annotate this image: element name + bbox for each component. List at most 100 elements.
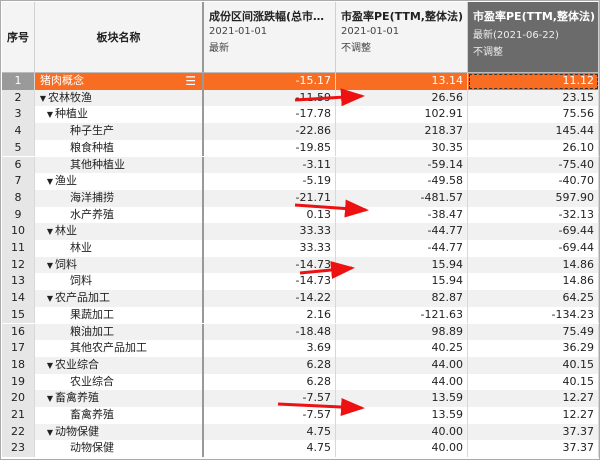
row-name-cell[interactable]: 其他种植业 [35,156,204,174]
table-row[interactable]: 11 林业 33.33 -44.77 -69.44 [2,240,599,257]
table-row[interactable]: 6 其他种植业 -3.11 -59.14 -75.40 [2,156,599,174]
row-pe-2021: -38.47 [336,206,468,224]
table-row[interactable]: 17 其他农产品加工 3.69 40.25 36.29 [2,340,599,357]
table-row[interactable]: 14 ▼ 农产品加工 -14.22 82.87 64.25 [2,290,599,307]
row-pe-2021: 26.56 [336,89,468,107]
row-name: 粮食种植 [70,140,114,154]
row-pe-2021: 15.94 [336,256,468,274]
expand-triangle-icon[interactable]: ▼ [39,93,47,103]
row-change: 6.28 [204,373,336,391]
row-change: 33.33 [204,240,336,257]
header-pe-2021[interactable]: 市盈率PE(TTM,整体法) 2021-01-01 不调整 [336,2,468,73]
header-change[interactable]: 成份区间涨跌幅(总市… 2021-01-01 最新 [204,2,336,73]
row-seq: 6 [2,156,35,174]
header-seq[interactable]: 序号 [2,2,35,73]
row-name-cell[interactable]: ▼ 种植业 [35,106,204,124]
expand-triangle-icon[interactable]: ▼ [46,294,54,304]
row-name-cell[interactable]: 水产养殖 [35,206,204,224]
row-pe-2021: 44.00 [336,356,468,374]
row-name-cell[interactable]: 果蔬加工 [35,306,204,324]
table-row[interactable]: 22 ▼ 动物保健 4.75 40.00 37.37 [2,423,599,441]
row-change: -22.86 [204,123,336,140]
table-row[interactable]: 2 ▼ 农林牧渔 -11.59 26.56 23.15 [2,89,599,107]
row-name-cell[interactable]: ▼ 饲料 [35,256,204,274]
row-pe-latest: 12.27 [468,407,599,424]
table-row[interactable]: 21 畜禽养殖 -7.57 13.59 12.27 [2,407,599,424]
header-pe-2021-sub: 不调整 [341,43,371,54]
expand-triangle-icon[interactable]: ▼ [46,260,54,270]
table-row[interactable]: 4 种子生产 -22.86 218.37 145.44 [2,123,599,140]
table-row[interactable]: 9 水产养殖 0.13 -38.47 -32.13 [2,206,599,224]
table-row[interactable]: 13 饲料 -14.73 15.94 14.86 [2,273,599,291]
row-pe-2021: -44.77 [336,223,468,240]
row-name-cell[interactable]: 猪肉概念 ☰ [35,73,204,90]
row-pe-latest: 40.15 [468,373,599,391]
table-row[interactable]: 20 ▼ 畜禽养殖 -7.57 13.59 12.27 [2,390,599,407]
row-change: -7.57 [204,407,336,424]
table-row[interactable]: 3 ▼ 种植业 -17.78 102.91 75.56 [2,106,599,124]
row-pe-latest: 12.27 [468,390,599,407]
row-name-cell[interactable]: 动物保健 [35,440,204,458]
expand-triangle-icon[interactable]: ▼ [46,227,54,237]
row-name-cell[interactable]: ▼ 动物保健 [35,423,204,441]
row-change: 0.13 [204,206,336,224]
table-row[interactable]: 16 粮油加工 -18.48 98.89 75.49 [2,323,599,341]
row-name-cell[interactable]: 林业 [35,240,204,257]
table-row[interactable]: 5 粮食种植 -19.85 30.35 26.10 [2,139,599,157]
row-seq: 13 [2,273,35,291]
table-row[interactable]: 18 ▼ 农业综合 6.28 44.00 40.15 [2,356,599,374]
expand-triangle-icon[interactable]: ▼ [46,177,54,187]
table-row[interactable]: 12 ▼ 饲料 -14.73 15.94 14.86 [2,256,599,274]
row-pe-latest: -32.13 [468,206,599,224]
expand-triangle-icon[interactable]: ▼ [46,394,54,404]
row-name-cell[interactable]: ▼ 农产品加工 [35,290,204,307]
table-row[interactable]: 10 ▼ 林业 33.33 -44.77 -69.44 [2,223,599,240]
row-seq: 2 [2,89,35,107]
table-row[interactable]: 8 海洋捕捞 -21.71 -481.57 597.90 [2,189,599,207]
row-pe-latest: 14.86 [468,256,599,274]
row-pe-latest: 75.49 [468,323,599,341]
expand-triangle-icon[interactable]: ▼ [46,360,54,370]
expand-triangle-icon[interactable]: ▼ [46,110,54,120]
row-name-cell[interactable]: ▼ 农业综合 [35,356,204,374]
row-pe-latest: 37.37 [468,440,599,458]
row-name-cell[interactable]: 饲料 [35,273,204,291]
row-name-cell[interactable]: 海洋捕捞 [35,189,204,207]
header-pe-latest-date: 最新(2021-06-22) [473,30,559,41]
table-row[interactable]: 19 农业综合 6.28 44.00 40.15 [2,373,599,391]
row-name-cell[interactable]: 其他农产品加工 [35,340,204,357]
table-row[interactable]: 15 果蔬加工 2.16 -121.63 -134.23 [2,306,599,324]
table-row[interactable]: 1 猪肉概念 ☰ -15.17 13.14 11.12 [2,73,599,90]
row-name-cell[interactable]: 粮油加工 [35,323,204,341]
row-name-cell[interactable]: ▼ 渔业 [35,173,204,190]
table-row[interactable]: 23 动物保健 4.75 40.00 37.37 [2,440,599,458]
row-pe-latest: 37.37 [468,423,599,441]
row-name: 饲料 [55,257,77,271]
row-change: -21.71 [204,189,336,207]
row-name-cell[interactable]: ▼ 林业 [35,223,204,240]
row-pe-latest: 40.15 [468,356,599,374]
row-seq: 15 [2,306,35,324]
row-name-cell[interactable]: ▼ 畜禽养殖 [35,390,204,407]
row-change: 33.33 [204,223,336,240]
row-change: 3.69 [204,340,336,357]
header-pe-latest[interactable]: 市盈率PE(TTM,整体法) 最新(2021-06-22) 不调整 [468,2,599,73]
row-name-cell[interactable]: 畜禽养殖 [35,407,204,424]
header-name[interactable]: 板块名称 [35,2,204,73]
row-seq: 19 [2,373,35,391]
expand-triangle-icon[interactable]: ▼ [46,427,54,437]
row-name: 农林牧渔 [48,90,92,104]
row-change: -14.22 [204,290,336,307]
row-name-cell[interactable]: 粮食种植 [35,139,204,157]
table-row[interactable]: 7 ▼ 渔业 -5.19 -49.58 -40.70 [2,173,599,190]
row-pe-2021: -49.58 [336,173,468,190]
row-pe-2021: -44.77 [336,240,468,257]
row-name-cell[interactable]: 农业综合 [35,373,204,391]
list-menu-icon[interactable]: ☰ [185,74,196,88]
row-pe-2021: 40.00 [336,423,468,441]
row-pe-latest: -134.23 [468,306,599,324]
row-name: 猪肉概念 [40,74,84,87]
row-pe-latest: -69.44 [468,240,599,257]
row-name-cell[interactable]: 种子生产 [35,123,204,140]
row-name-cell[interactable]: ▼ 农林牧渔 [35,89,204,107]
